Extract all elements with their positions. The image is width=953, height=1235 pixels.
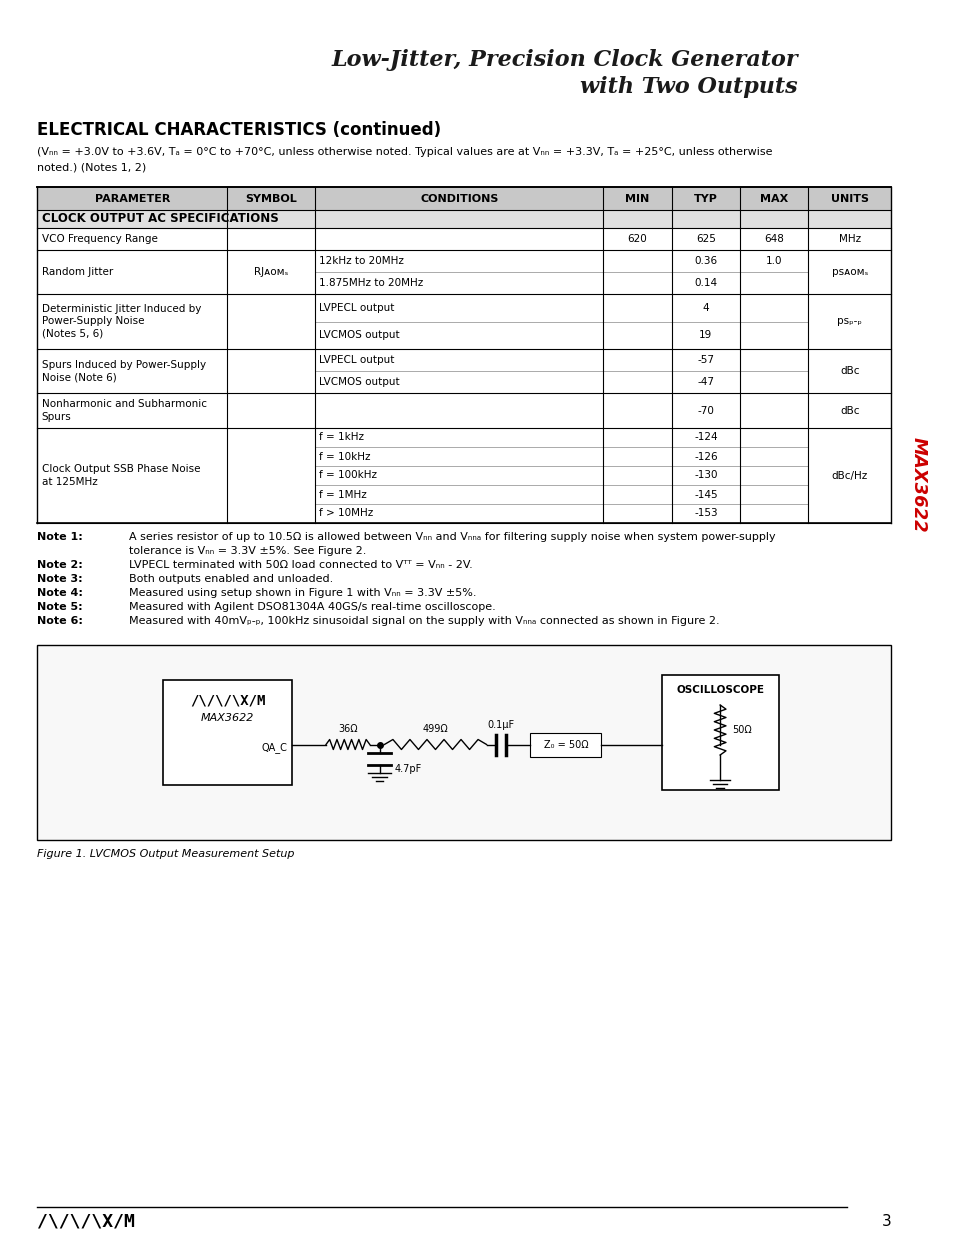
Text: Figure 1. LVCMOS Output Measurement Setup: Figure 1. LVCMOS Output Measurement Setu…: [37, 848, 294, 860]
Text: Spurs Induced by Power-Supply
Noise (Note 6): Spurs Induced by Power-Supply Noise (Not…: [42, 359, 206, 382]
Text: PARAMETER: PARAMETER: [94, 194, 170, 204]
Text: dBc: dBc: [840, 366, 859, 375]
Text: f > 10MHz: f > 10MHz: [319, 509, 373, 519]
Bar: [37, 186, 890, 210]
Text: with Two Outputs: with Two Outputs: [579, 77, 797, 98]
Text: Clock Output SSB Phase Noise
at 125MHz: Clock Output SSB Phase Noise at 125MHz: [42, 464, 200, 487]
Text: Measured with 40mVₚ-ₚ, 100kHz sinusoidal signal on the supply with Vₙₙₐ connecte: Measured with 40mVₚ-ₚ, 100kHz sinusoidal…: [130, 616, 720, 626]
Text: ELECTRICAL CHARACTERISTICS (continued): ELECTRICAL CHARACTERISTICS (continued): [37, 121, 440, 140]
Text: f = 1kHz: f = 1kHz: [319, 432, 364, 442]
Text: 4: 4: [701, 303, 708, 312]
Text: VCO Frequency Range: VCO Frequency Range: [42, 233, 157, 245]
Text: 0.14: 0.14: [694, 278, 717, 288]
Text: Z₀ = 50Ω: Z₀ = 50Ω: [543, 740, 588, 750]
Text: Low-Jitter, Precision Clock Generator: Low-Jitter, Precision Clock Generator: [331, 49, 797, 70]
Text: MAX3622: MAX3622: [909, 437, 926, 532]
Text: 36Ω: 36Ω: [337, 724, 357, 734]
Text: CLOCK OUTPUT AC SPECIFICATIONS: CLOCK OUTPUT AC SPECIFICATIONS: [42, 212, 278, 226]
Text: /\/\/\X/M: /\/\/\X/M: [190, 693, 265, 706]
Text: SYMBOL: SYMBOL: [245, 194, 297, 204]
Text: f = 10kHz: f = 10kHz: [319, 452, 371, 462]
Text: /\/\/\X/M: /\/\/\X/M: [37, 1212, 134, 1230]
Text: dBc/Hz: dBc/Hz: [831, 471, 867, 480]
Text: (Vₙₙ = +3.0V to +3.6V, Tₐ = 0°C to +70°C, unless otherwise noted. Typical values: (Vₙₙ = +3.0V to +3.6V, Tₐ = 0°C to +70°C…: [37, 147, 772, 157]
Text: 3: 3: [881, 1214, 890, 1229]
Bar: [163, 680, 292, 785]
Text: -70: -70: [697, 405, 714, 415]
Bar: [37, 210, 890, 228]
Text: noted.) (Notes 1, 2): noted.) (Notes 1, 2): [37, 162, 146, 172]
Text: Measured with Agilent DSO81304A 40GS/s real-time oscilloscope.: Measured with Agilent DSO81304A 40GS/s r…: [130, 601, 496, 613]
Text: 0.1μF: 0.1μF: [487, 720, 515, 730]
Text: Measured using setup shown in Figure 1 with Vₙₙ = 3.3V ±5%.: Measured using setup shown in Figure 1 w…: [130, 588, 476, 598]
Text: dBc: dBc: [840, 405, 859, 415]
Text: TYP: TYP: [693, 194, 717, 204]
Text: 1.875MHz to 20MHz: 1.875MHz to 20MHz: [319, 278, 423, 288]
Text: psₚ-ₚ: psₚ-ₚ: [837, 316, 862, 326]
Text: MAX: MAX: [760, 194, 787, 204]
Text: Note 4:: Note 4:: [37, 588, 83, 598]
Text: 620: 620: [627, 233, 647, 245]
Text: OSCILLOSCOPE: OSCILLOSCOPE: [676, 685, 763, 695]
Text: Deterministic Jitter Induced by
Power-Supply Noise
(Notes 5, 6): Deterministic Jitter Induced by Power-Su…: [42, 304, 201, 338]
Text: f = 100kHz: f = 100kHz: [319, 471, 376, 480]
Text: 19: 19: [699, 330, 712, 341]
Text: QA_C: QA_C: [261, 742, 287, 753]
Text: MHz: MHz: [838, 233, 860, 245]
Text: 50Ω: 50Ω: [731, 725, 751, 735]
Text: -57: -57: [697, 354, 714, 366]
Text: Note 3:: Note 3:: [37, 574, 83, 584]
Text: CONDITIONS: CONDITIONS: [419, 194, 498, 204]
Bar: [37, 645, 890, 840]
Text: 12kHz to 20MHz: 12kHz to 20MHz: [319, 256, 404, 266]
Text: -153: -153: [694, 509, 717, 519]
Text: RJᴀᴏᴍₛ: RJᴀᴏᴍₛ: [253, 267, 288, 277]
Text: 625: 625: [696, 233, 715, 245]
Text: 1.0: 1.0: [765, 256, 781, 266]
Text: Note 2:: Note 2:: [37, 559, 83, 571]
Text: Random Jitter: Random Jitter: [42, 267, 113, 277]
Text: Note 1:: Note 1:: [37, 532, 83, 542]
Text: A series resistor of up to 10.5Ω is allowed between Vₙₙ and Vₙₙₐ for filtering s: A series resistor of up to 10.5Ω is allo…: [130, 532, 775, 542]
Text: Note 5:: Note 5:: [37, 601, 83, 613]
Text: Note 6:: Note 6:: [37, 616, 83, 626]
Text: 0.36: 0.36: [694, 256, 717, 266]
Text: -124: -124: [694, 432, 717, 442]
Text: -47: -47: [697, 377, 714, 387]
Text: LVCMOS output: LVCMOS output: [319, 330, 399, 341]
Text: 4.7pF: 4.7pF: [394, 764, 421, 774]
Text: Both outputs enabled and unloaded.: Both outputs enabled and unloaded.: [130, 574, 334, 584]
Bar: [530, 732, 600, 757]
Text: -145: -145: [694, 489, 717, 499]
Text: UNITS: UNITS: [830, 194, 868, 204]
Text: 499Ω: 499Ω: [422, 724, 448, 734]
Text: psᴀᴏᴍₛ: psᴀᴏᴍₛ: [831, 267, 867, 277]
Text: -126: -126: [694, 452, 717, 462]
Text: LVCMOS output: LVCMOS output: [319, 377, 399, 387]
Text: tolerance is Vₙₙ = 3.3V ±5%. See Figure 2.: tolerance is Vₙₙ = 3.3V ±5%. See Figure …: [130, 546, 366, 556]
Text: MAX3622: MAX3622: [201, 713, 254, 722]
Text: 648: 648: [763, 233, 783, 245]
Bar: [661, 676, 778, 790]
Text: LVPECL output: LVPECL output: [319, 354, 395, 366]
Text: LVPECL output: LVPECL output: [319, 303, 395, 312]
Text: f = 1MHz: f = 1MHz: [319, 489, 367, 499]
Text: Nonharmonic and Subharmonic
Spurs: Nonharmonic and Subharmonic Spurs: [42, 399, 207, 421]
Text: -130: -130: [694, 471, 717, 480]
Text: LVPECL terminated with 50Ω load connected to Vᵀᵀ = Vₙₙ - 2V.: LVPECL terminated with 50Ω load connecte…: [130, 559, 473, 571]
Text: MIN: MIN: [625, 194, 649, 204]
